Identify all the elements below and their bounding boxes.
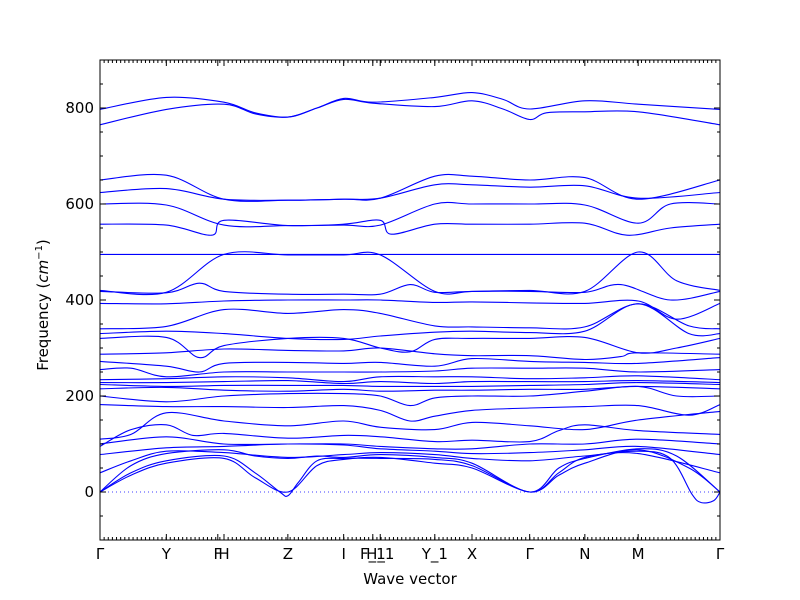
- x-tick-label: Z: [283, 545, 293, 563]
- x-tick-label: Y_1: [421, 545, 448, 564]
- band-line-27: [99, 450, 721, 474]
- band-line-18: [99, 379, 721, 385]
- band-line-3: [99, 173, 721, 202]
- band-line-29: [99, 450, 721, 504]
- y-axis-label-close: ): [34, 239, 52, 245]
- band-line-15: [99, 357, 721, 373]
- y-tick-label: 600: [65, 195, 94, 213]
- band-line-2: [99, 98, 721, 126]
- band-line-16: [99, 367, 721, 378]
- y-tick-label: 0: [84, 483, 94, 501]
- band-line-5: [99, 201, 721, 228]
- x-axis-ticks: Γ Y FH Z I F_1H_1 Y_1 X Γ N M Γ: [96, 60, 725, 564]
- x-tick-label: F: [213, 545, 222, 563]
- band-line-10: [99, 299, 721, 320]
- band-lines: [99, 92, 721, 504]
- band-line-21: [99, 385, 721, 407]
- y-axis-label-exponent: −1: [34, 245, 45, 260]
- x-tick-label: X: [467, 545, 477, 563]
- band-line-8: [99, 251, 721, 296]
- band-line-24: [99, 424, 721, 447]
- band-line-13: [99, 335, 721, 359]
- x-tick-label: Γ: [96, 545, 105, 563]
- band-line-9: [99, 282, 721, 301]
- band-line-12: [99, 303, 721, 341]
- band-line-14: [99, 347, 721, 361]
- x-tick-label: Γ: [716, 545, 725, 563]
- band-line-30: [99, 449, 721, 493]
- band-line-25: [99, 436, 721, 450]
- band-line-11: [99, 303, 721, 330]
- y-tick-label: 800: [65, 99, 94, 117]
- band-line-6: [99, 219, 721, 236]
- x-tick-label: H_1: [366, 545, 394, 564]
- band-line-26: [99, 443, 721, 456]
- band-line-28: [99, 448, 721, 493]
- band-line-22: [99, 404, 721, 422]
- band-line-23: [99, 410, 721, 440]
- x-tick-label: N: [579, 545, 590, 563]
- y-axis-ticks: 0 200 400 600 800: [65, 59, 720, 541]
- y-tick-label: 200: [65, 387, 94, 405]
- band-line-19: [99, 382, 721, 388]
- x-tick-label: F_1: [360, 545, 386, 564]
- band-line-1: [99, 92, 721, 118]
- y-axis-label-text: Frequency (: [34, 283, 52, 371]
- band-line-17: [99, 375, 721, 383]
- plot-frame: [99, 59, 721, 541]
- x-tick-label: Γ: [525, 545, 534, 563]
- x-axis-label: Wave vector: [363, 570, 457, 588]
- x-tick-label: H: [218, 545, 229, 563]
- band-line-20: [99, 385, 721, 392]
- y-axis-label-unit: cm: [34, 260, 52, 283]
- x-tick-label: M: [632, 545, 645, 563]
- x-tick-label: I: [341, 545, 345, 563]
- band-line-4: [99, 183, 721, 201]
- x-tick-label: Y: [161, 545, 172, 563]
- y-axis-label: Frequency (cm−1): [34, 239, 52, 371]
- y-tick-label: 400: [65, 291, 94, 309]
